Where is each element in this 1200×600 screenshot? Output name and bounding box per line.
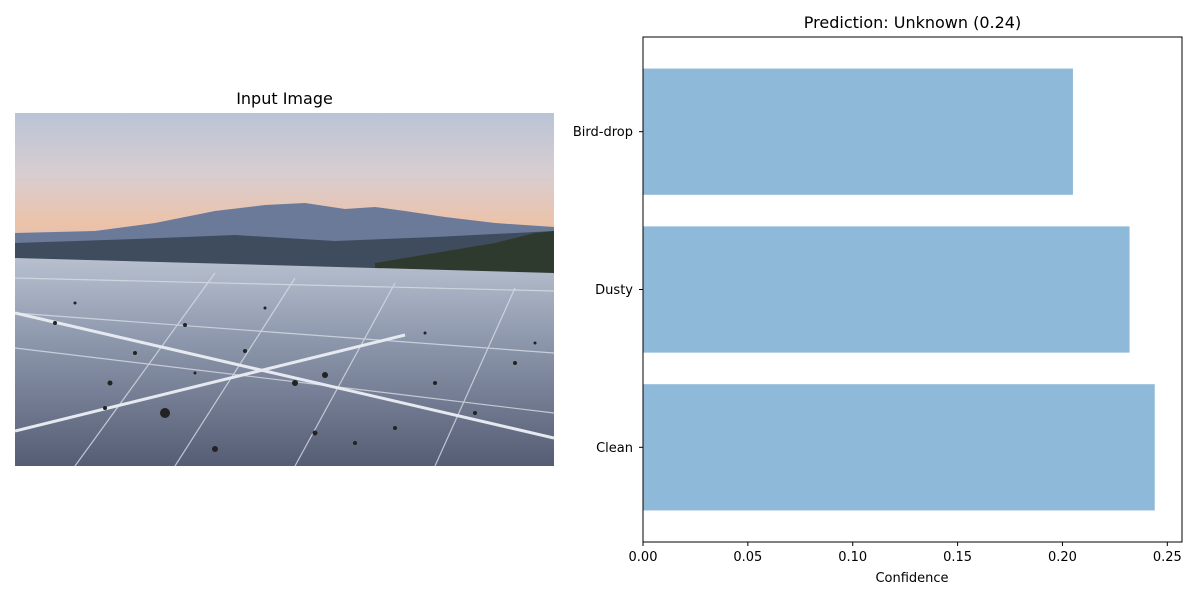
x-axis-label: Confidence [875,571,948,586]
y-tick-label: Bird-drop [573,125,633,140]
x-tick-label: 0.20 [1048,550,1077,565]
bar-bird-drop [643,68,1073,195]
x-tick-label: 0.00 [629,550,658,565]
bar-clean [643,384,1155,511]
chart-title: Prediction: Unknown (0.24) [803,13,1022,32]
y-tick-label: Clean [596,441,633,456]
x-tick-label: 0.25 [1153,550,1182,565]
image-panel-title: Input Image [236,89,333,108]
x-tick-label: 0.15 [943,550,972,565]
x-tick-label: 0.10 [838,550,867,565]
x-tick-label: 0.05 [733,550,762,565]
y-tick-label: Dusty [595,283,633,298]
input-image [15,113,554,466]
bar-dusty [643,226,1130,353]
